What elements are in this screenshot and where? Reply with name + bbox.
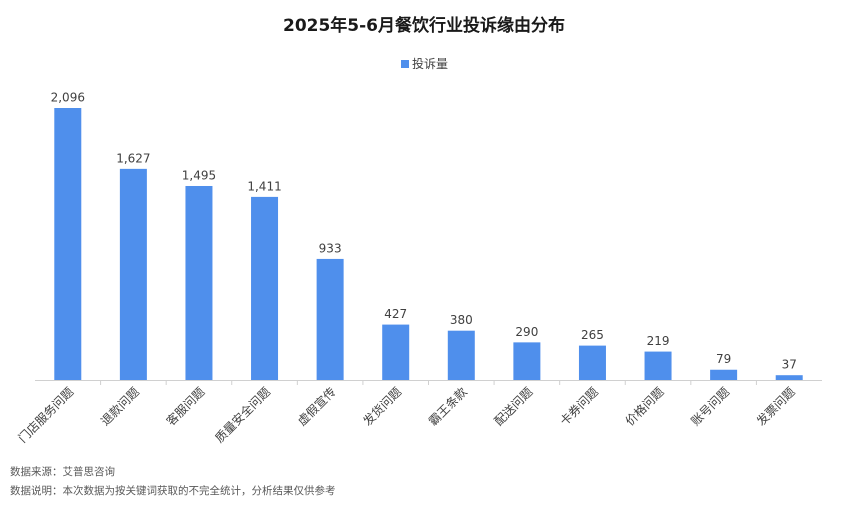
x-tick-label: 发货问题 <box>360 384 405 429</box>
bar <box>447 330 475 380</box>
bar <box>119 168 147 380</box>
bar <box>513 342 541 380</box>
bar <box>710 369 738 380</box>
x-tick-label: 卡券问题 <box>556 384 601 429</box>
data-label: 290 <box>515 325 538 339</box>
bar <box>54 108 82 380</box>
data-label: 1,411 <box>247 179 281 193</box>
data-label: 265 <box>581 328 604 342</box>
legend-label: 投诉量 <box>412 56 448 71</box>
bar <box>578 345 606 380</box>
x-tick-label: 质量安全问题 <box>212 384 274 446</box>
data-label: 37 <box>782 358 797 372</box>
data-label: 380 <box>450 313 473 327</box>
data-label: 933 <box>319 241 342 255</box>
x-tick-label: 账号问题 <box>688 385 732 429</box>
bar <box>251 196 279 380</box>
x-tick-label: 价格问题 <box>622 384 667 429</box>
x-tick-label: 客服问题 <box>163 384 208 429</box>
data-label: 1,495 <box>182 168 216 182</box>
data-label: 1,627 <box>116 151 150 165</box>
x-tick-label: 虚假宣传 <box>294 384 339 429</box>
legend-swatch <box>401 60 409 68</box>
bar <box>644 351 672 380</box>
source-note: 数据来源：艾普思咨询 <box>10 465 115 478</box>
bar <box>775 375 803 380</box>
x-tick-label: 发票问题 <box>753 384 798 429</box>
bar <box>316 258 344 380</box>
chart-title: 2025年5-6月餐饮行业投诉缘由分布 <box>283 15 565 36</box>
bar <box>185 185 213 380</box>
x-tick-label: 门店服务问题 <box>15 384 77 446</box>
data-note: 数据说明：本次数据为按关键词获取的不完全统计，分析结果仅供参考 <box>10 484 336 497</box>
x-tick-label: 退款问题 <box>98 385 142 429</box>
data-label: 79 <box>716 352 731 366</box>
data-label: 427 <box>384 307 407 321</box>
data-label: 2,096 <box>51 91 85 105</box>
x-tick-label: 配送问题 <box>491 384 536 429</box>
data-label: 219 <box>647 334 670 348</box>
x-tick-label: 霸王条款 <box>426 385 470 429</box>
bar <box>382 324 410 380</box>
